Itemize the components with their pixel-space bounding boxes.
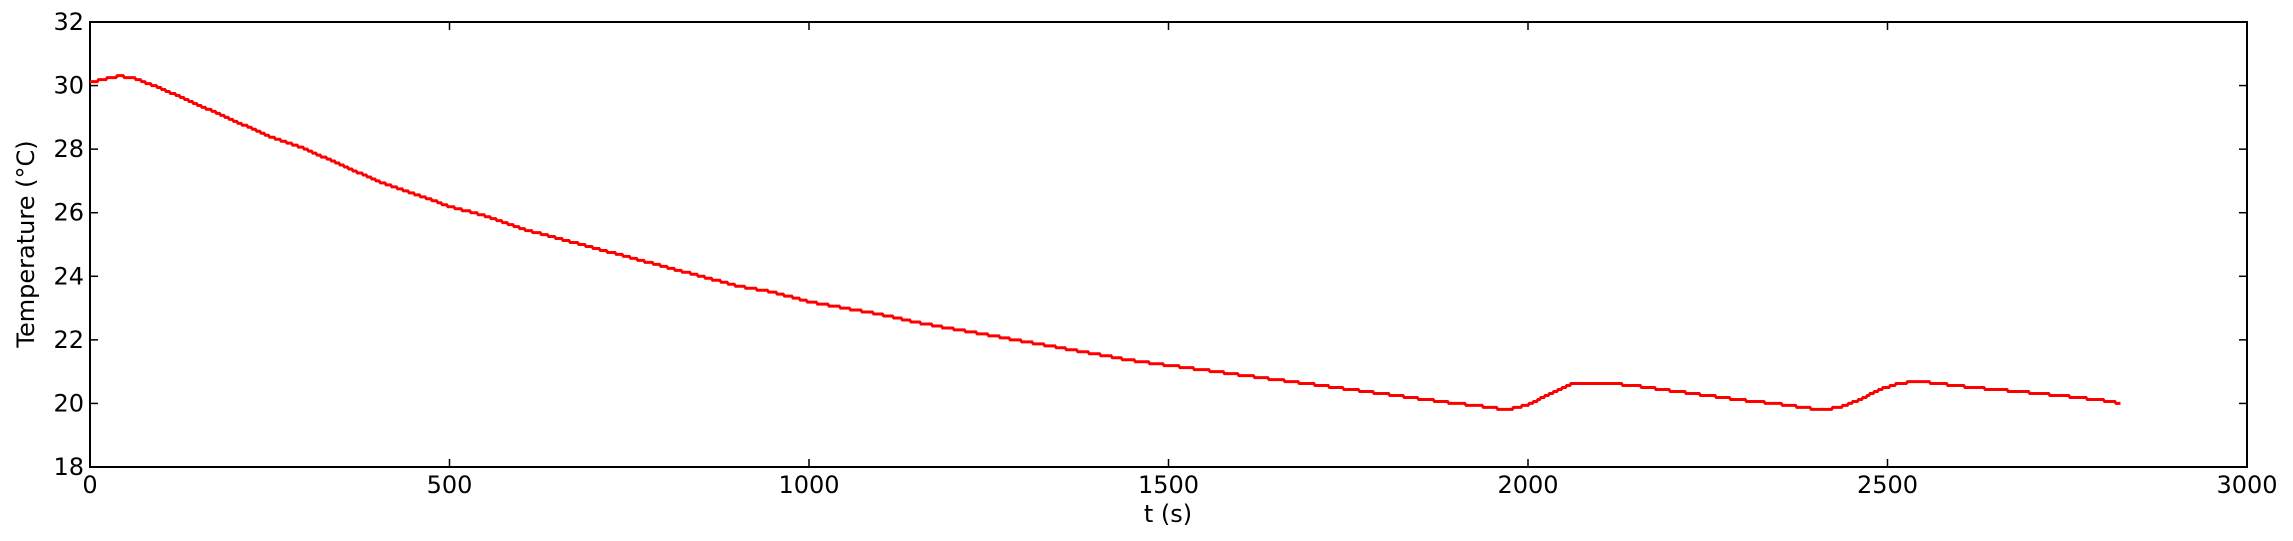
y-tick-label: 20 xyxy=(53,389,84,417)
x-tick-label: 500 xyxy=(427,471,473,499)
data-series xyxy=(90,74,2121,411)
x-tick-label: 3000 xyxy=(2216,471,2277,499)
x-tick-label: 1500 xyxy=(1138,471,1199,499)
y-tick-label: 30 xyxy=(53,72,84,100)
y-tick-label: 22 xyxy=(53,326,84,354)
y-tick-label: 26 xyxy=(53,199,84,227)
x-tick-label: 0 xyxy=(82,471,97,499)
temperature-line xyxy=(90,74,2121,411)
y-tick-label: 24 xyxy=(53,262,84,290)
plot-area xyxy=(89,21,2248,468)
y-tick-label: 28 xyxy=(53,135,84,163)
x-tick-label: 1000 xyxy=(778,471,839,499)
y-tick-label: 18 xyxy=(53,453,84,481)
y-tick-label: 32 xyxy=(53,8,84,36)
axis-tick-labels: 0 500 1000 1500 2000 2500 3000 18 20 22 24 26 28 30 32 xyxy=(53,8,2277,499)
y-axis-label: Temperature (°C) xyxy=(12,140,40,348)
x-tick-label: 2500 xyxy=(1857,471,1918,499)
axis-ticks xyxy=(89,21,2248,468)
x-tick-label: 2000 xyxy=(1497,471,1558,499)
x-axis-label: t (s) xyxy=(1144,500,1192,528)
